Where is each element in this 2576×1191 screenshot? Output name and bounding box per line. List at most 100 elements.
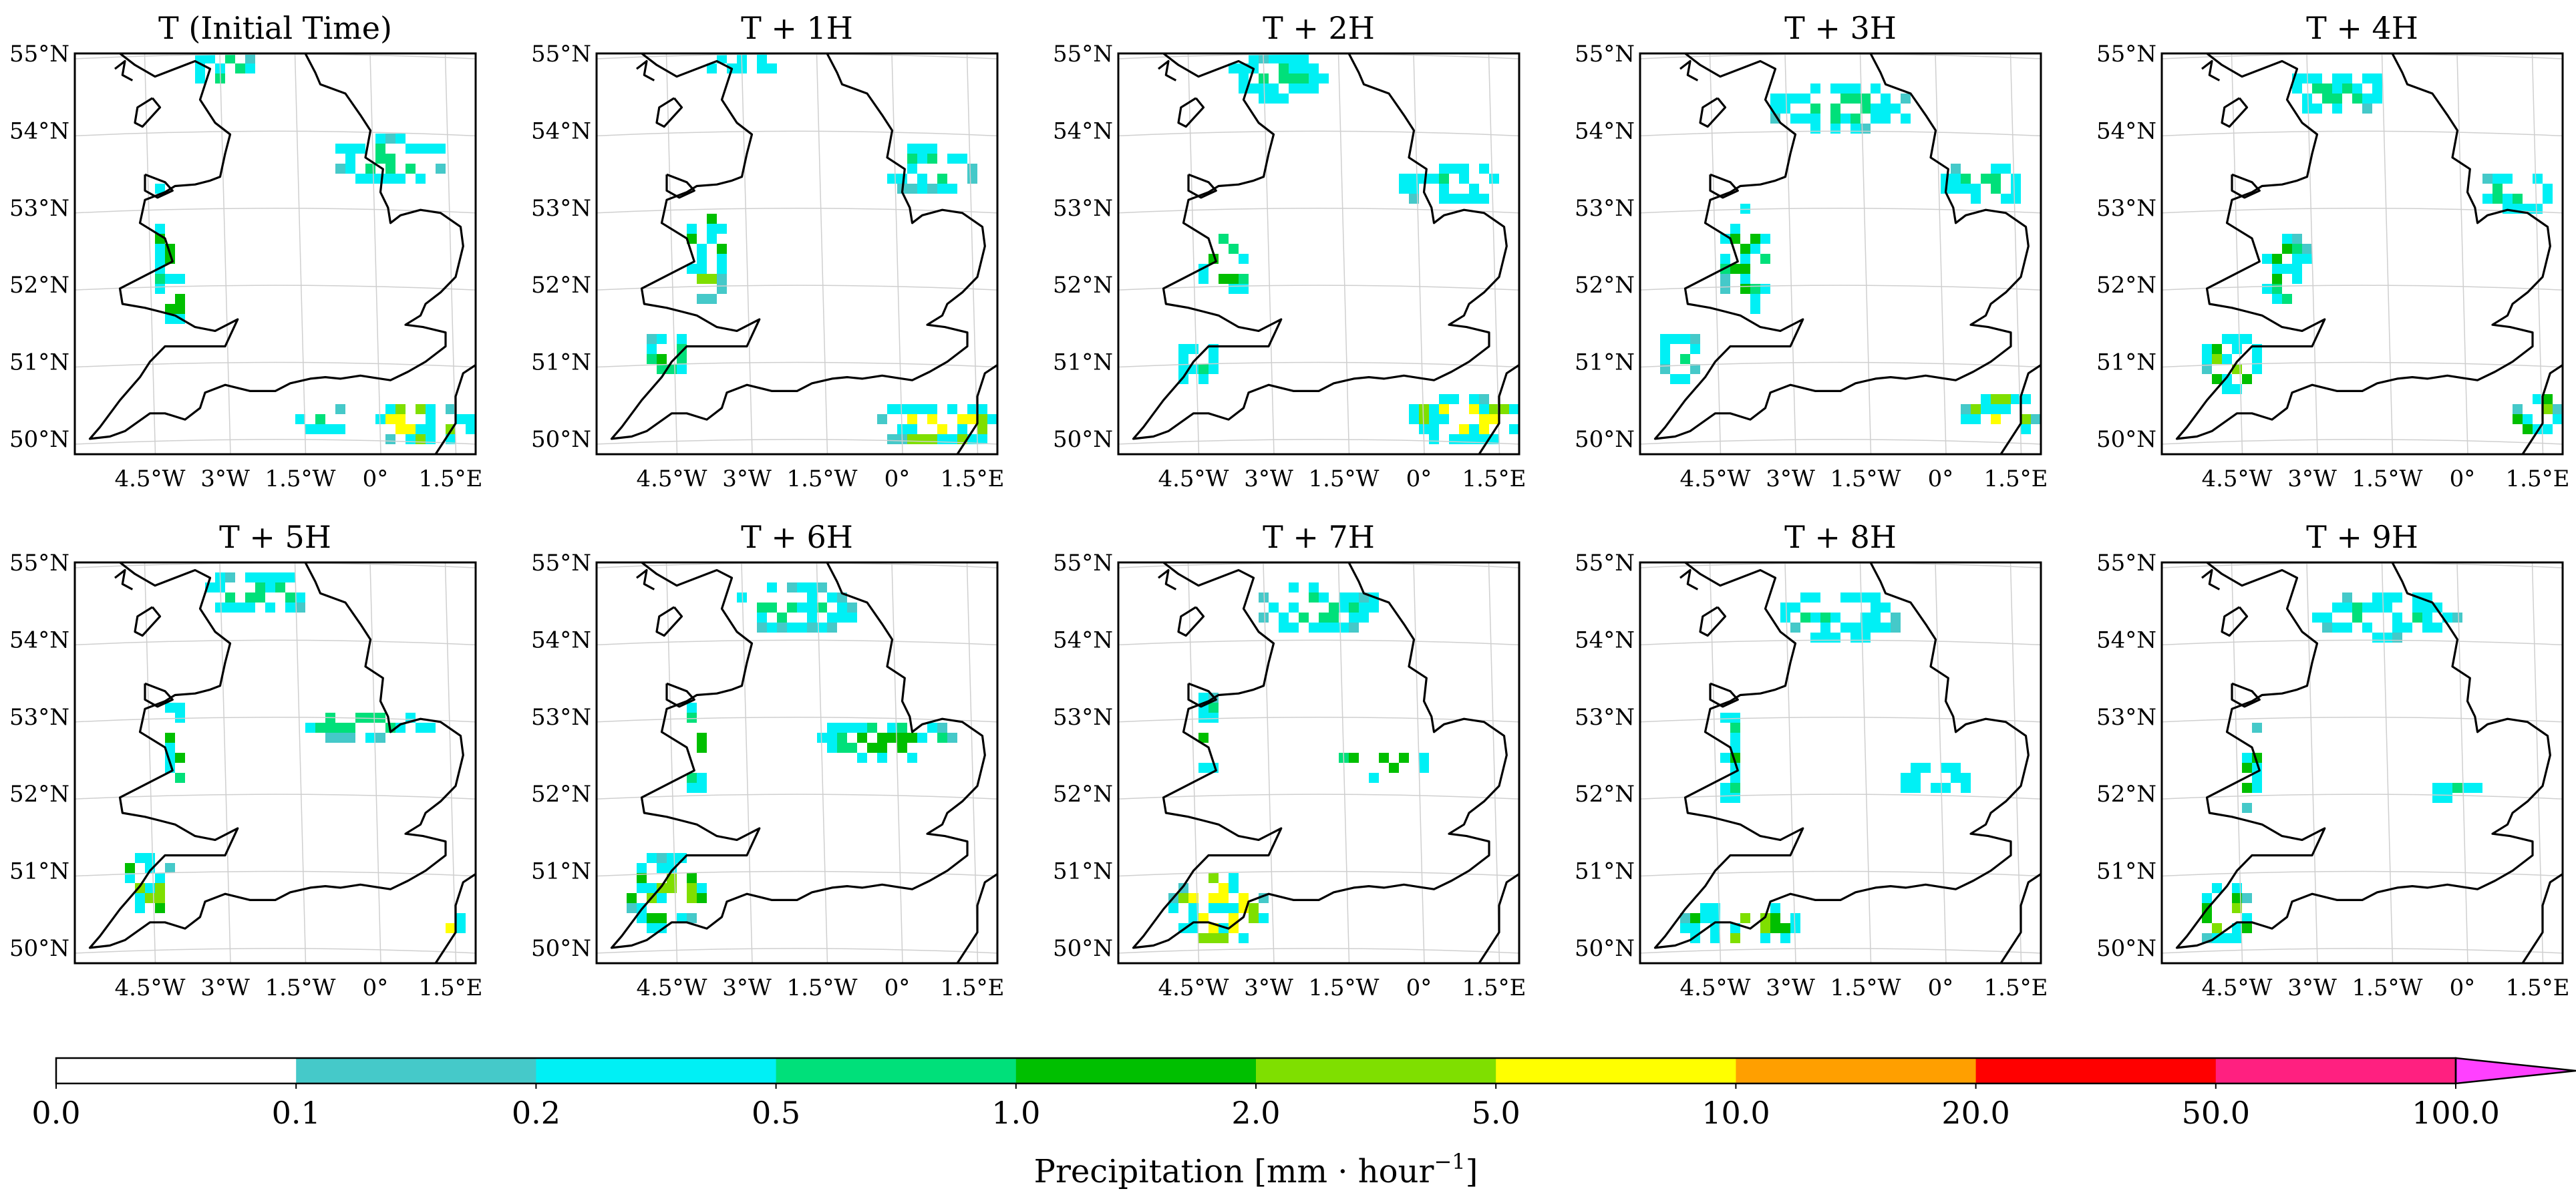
- coastline: [956, 363, 997, 454]
- rain-cell: [767, 623, 777, 633]
- rain-cell: [245, 603, 255, 613]
- coastline: [1679, 568, 1699, 590]
- graticule-lon: [1337, 53, 1350, 454]
- rain-cell: [717, 274, 727, 284]
- rain-cell: [1339, 623, 1349, 633]
- rain-cell: [647, 334, 657, 344]
- colorbar-tick-label: 2.0: [1231, 1095, 1280, 1131]
- coastline: [1177, 606, 1205, 637]
- graticule-lon: [665, 53, 678, 454]
- rain-cell: [767, 582, 777, 592]
- rain-cell: [707, 214, 717, 224]
- rain-cell: [1449, 434, 1459, 444]
- rain-cell: [1259, 83, 1269, 94]
- lon-tick-label: 1.5°W: [2352, 975, 2422, 1001]
- map-frame: [73, 52, 477, 456]
- rain-cell: [155, 224, 165, 234]
- graticule-lat: [1640, 439, 2041, 445]
- rain-cell: [897, 404, 907, 414]
- rain-cell: [1209, 364, 1219, 374]
- rain-cell: [375, 144, 385, 154]
- rain-cell: [325, 424, 335, 434]
- map-frame: [2160, 561, 2564, 965]
- rain-cell: [2432, 793, 2442, 803]
- rain-cell: [1439, 394, 1449, 404]
- lat-tick-label: 52°N: [2096, 272, 2156, 299]
- rain-cell: [1971, 194, 1981, 204]
- rain-cell: [2252, 773, 2262, 783]
- rain-cell: [1901, 94, 1911, 104]
- rain-cell: [1740, 254, 1750, 264]
- rain-cell: [2222, 334, 2232, 344]
- rain-cell: [677, 853, 687, 863]
- graticule-lon: [1859, 53, 1872, 454]
- rain-cell: [1891, 623, 1901, 633]
- rain-cell: [1800, 94, 1810, 104]
- rain-cell: [265, 582, 275, 592]
- rain-cell: [2302, 244, 2312, 254]
- rain-cell: [2011, 194, 2021, 204]
- rain-cell: [365, 713, 375, 723]
- rain-cell: [977, 434, 987, 444]
- rain-cell: [2362, 73, 2372, 83]
- rain-cell: [737, 592, 747, 603]
- rain-cell: [907, 184, 917, 194]
- rain-cell: [195, 73, 205, 83]
- rain-cell: [1780, 603, 1790, 613]
- panel-title: T + 4H: [2306, 10, 2418, 46]
- rain-cell: [175, 294, 185, 304]
- rain-cell: [1840, 592, 1850, 603]
- rain-cell: [1850, 124, 1861, 134]
- rain-cell: [2372, 83, 2382, 94]
- graticule-lon: [219, 53, 231, 454]
- rain-cell: [627, 893, 637, 903]
- map-panel: T + 5H 50°N 51°N 52°N 53°N 54°N 55°N 4.5°W 3°W 1.…: [9, 519, 482, 1001]
- rain-cell: [1991, 164, 2001, 174]
- rain-cell: [2242, 923, 2252, 933]
- rain-cell: [717, 254, 727, 264]
- rain-cell: [1961, 414, 1971, 424]
- graticule-lon: [1413, 562, 1425, 963]
- rain-cell: [2442, 793, 2452, 803]
- rain-cell: [1690, 913, 1700, 923]
- rain-cell: [677, 354, 687, 364]
- rain-cell: [687, 234, 697, 244]
- rain-cell: [857, 733, 867, 743]
- rain-cell: [1740, 264, 1750, 274]
- rain-cell: [1730, 264, 1740, 274]
- lat-tick-label: 53°N: [9, 704, 69, 731]
- rain-cell: [2001, 394, 2011, 404]
- graticule-lon: [444, 53, 457, 454]
- coastline: [2175, 53, 2551, 440]
- rain-cell: [155, 893, 165, 903]
- rain-cell: [2202, 913, 2212, 923]
- coastline: [1177, 97, 1205, 128]
- rain-cell: [777, 613, 787, 623]
- rain-cell: [2242, 913, 2252, 923]
- graticule-lon: [891, 53, 903, 454]
- rain-cell: [1770, 94, 1780, 104]
- rain-cell: [1419, 174, 1429, 184]
- rain-cell: [807, 603, 817, 613]
- rain-cell: [416, 434, 426, 444]
- rain-cell: [1269, 603, 1279, 613]
- rain-cell: [1309, 73, 1319, 83]
- rain-cell: [1770, 903, 1780, 913]
- rain-cell: [717, 244, 727, 254]
- rain-cell: [1780, 104, 1790, 114]
- rain-cell: [1881, 603, 1891, 613]
- rain-cell: [2242, 803, 2252, 813]
- rain-cell: [2272, 294, 2282, 304]
- rain-cell: [2372, 73, 2382, 83]
- rain-cell: [416, 723, 426, 733]
- rain-cell: [1289, 603, 1299, 613]
- rain-cell: [2422, 623, 2432, 633]
- colorbar-tick-label: 0.0: [31, 1095, 80, 1131]
- rain-cell: [687, 883, 697, 893]
- lon-tick-label: 3°W: [1244, 975, 1293, 1001]
- rain-cell: [2031, 414, 2041, 424]
- graticule-lon: [444, 562, 457, 963]
- rain-cell: [1861, 94, 1871, 104]
- rain-cell: [1209, 354, 1219, 364]
